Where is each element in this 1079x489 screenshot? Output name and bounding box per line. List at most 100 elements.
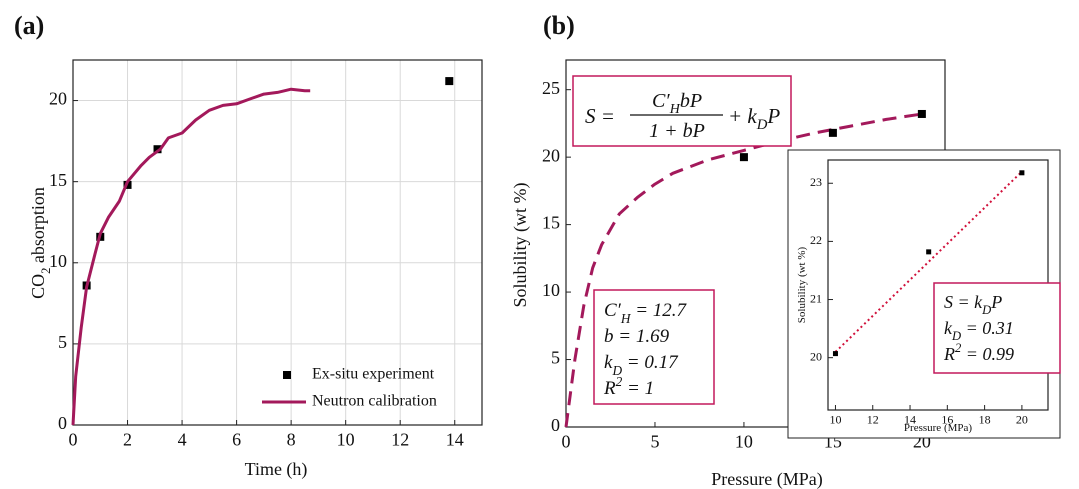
panel-label: (b) xyxy=(543,11,575,40)
y-tick-label: 20 xyxy=(542,145,560,165)
text-part: 1 + bP xyxy=(649,120,705,142)
y-axis-label: Solubility (wt %) xyxy=(796,246,808,323)
y-tick-label: 21 xyxy=(810,291,822,305)
data-point xyxy=(832,351,838,357)
equation-box xyxy=(572,75,792,147)
text-part: absorption xyxy=(28,187,48,268)
text-part: = 1 xyxy=(622,378,654,399)
text-part: 2 xyxy=(616,374,623,389)
text-part: 2 xyxy=(39,268,53,274)
y-tick-label: 0 xyxy=(551,415,560,435)
text-part: = 12.7 xyxy=(630,300,687,321)
y-tick-label: 15 xyxy=(542,213,560,233)
text-part: C′ xyxy=(652,90,670,112)
text-part: D xyxy=(951,329,961,343)
parameter-line: S = kDP xyxy=(944,292,1002,317)
text-part: CO xyxy=(28,274,48,299)
data-line xyxy=(71,87,311,426)
x-tick-label: 6 xyxy=(232,429,241,449)
plot-frame xyxy=(72,59,483,426)
text-part: Time (h) xyxy=(245,459,308,480)
text-part: D xyxy=(756,117,768,133)
y-tick-label: 5 xyxy=(58,332,67,352)
x-tick-label: 2 xyxy=(123,429,132,449)
x-tick-label: 12 xyxy=(867,413,879,427)
fit-curve xyxy=(564,112,923,428)
text-part: Pressure (MPa) xyxy=(711,469,822,489)
parameter-line: kD = 0.31 xyxy=(944,318,1014,343)
x-tick-label: 20 xyxy=(1016,413,1028,427)
x-tick-label: 12 xyxy=(391,429,409,449)
data-point xyxy=(1019,170,1025,176)
y-tick-label: 23 xyxy=(810,175,822,189)
text-part: S = xyxy=(585,104,615,128)
text-part: H xyxy=(620,311,632,326)
legend-label: Neutron calibration xyxy=(312,393,437,410)
y-tick-label: 20 xyxy=(810,349,822,363)
x-tick-label: 10 xyxy=(735,431,753,451)
x-tick-label: 4 xyxy=(178,429,187,449)
equation-denominator: 1 + bP xyxy=(649,120,705,142)
parameter-line: C′H = 12.7 xyxy=(604,300,688,325)
text-part: Solubility (wt %) xyxy=(796,246,808,323)
data-point xyxy=(917,109,926,118)
x-axis-label: Pressure (MPa) xyxy=(904,422,972,434)
text-part: b = 1.69 xyxy=(604,326,670,347)
y-tick-label: 22 xyxy=(810,233,822,247)
parameter-box xyxy=(593,289,715,405)
text-part: R xyxy=(943,344,955,364)
text-part: S = k xyxy=(944,292,983,312)
y-tick-label: 10 xyxy=(49,251,67,271)
x-tick-label: 16 xyxy=(941,413,953,427)
x-tick-label: 5 xyxy=(650,431,659,451)
equation-rhs: + kDP xyxy=(728,104,780,134)
data-point xyxy=(828,128,837,137)
text-part: H xyxy=(669,102,681,117)
x-tick-label: 18 xyxy=(979,413,991,427)
x-tick-label: 0 xyxy=(69,429,78,449)
text-part: k xyxy=(944,318,953,338)
text-part: D xyxy=(981,303,991,317)
text-part: k xyxy=(604,352,613,373)
y-axis-label: CO2 absorption xyxy=(28,187,53,299)
y-tick-label: 5 xyxy=(551,348,560,368)
text-part: Pressure (MPa) xyxy=(904,422,972,434)
legend-marker xyxy=(283,371,291,379)
equation-numerator: C′HbP xyxy=(652,90,702,117)
y-tick-label: 15 xyxy=(49,170,67,190)
x-tick-label: 0 xyxy=(562,431,571,451)
y-tick-label: 25 xyxy=(542,78,560,98)
panel-label: (a) xyxy=(14,11,44,40)
text-part: D xyxy=(611,363,622,378)
text-part: R xyxy=(603,378,616,399)
x-tick-label: 14 xyxy=(446,429,464,449)
y-axis-label: Solubility (wt %) xyxy=(510,182,531,307)
text-part: 2 xyxy=(955,341,962,355)
x-tick-label: 8 xyxy=(287,429,296,449)
legend-label: Ex-situ experiment xyxy=(312,366,435,383)
parameter-line: kD = 0.17 xyxy=(604,352,679,377)
equation-lhs: S = xyxy=(585,104,615,128)
text-part: + k xyxy=(728,104,757,128)
parameter-line: R2 = 0.99 xyxy=(943,341,1014,364)
data-point xyxy=(153,145,162,154)
text-part: Solubility (wt %) xyxy=(510,182,531,307)
parameter-line: R2 = 1 xyxy=(603,374,654,400)
data-point xyxy=(445,77,454,86)
x-tick-label: 14 xyxy=(904,413,916,427)
text-part: P xyxy=(990,292,1002,312)
x-axis-label: Pressure (MPa) xyxy=(711,469,822,489)
text-part: bP xyxy=(680,90,702,112)
y-tick-label: 0 xyxy=(58,413,67,433)
x-tick-label: 10 xyxy=(829,413,841,427)
y-tick-label: 20 xyxy=(49,89,67,109)
parameter-line: b = 1.69 xyxy=(604,326,670,347)
text-part: = 0.31 xyxy=(961,318,1014,338)
x-axis-label: Time (h) xyxy=(245,459,308,480)
text-part: = 0.17 xyxy=(622,352,679,373)
text-part: C′ xyxy=(604,300,622,321)
y-tick-label: 10 xyxy=(542,280,560,300)
data-point xyxy=(739,153,748,162)
x-tick-label: 10 xyxy=(337,429,355,449)
